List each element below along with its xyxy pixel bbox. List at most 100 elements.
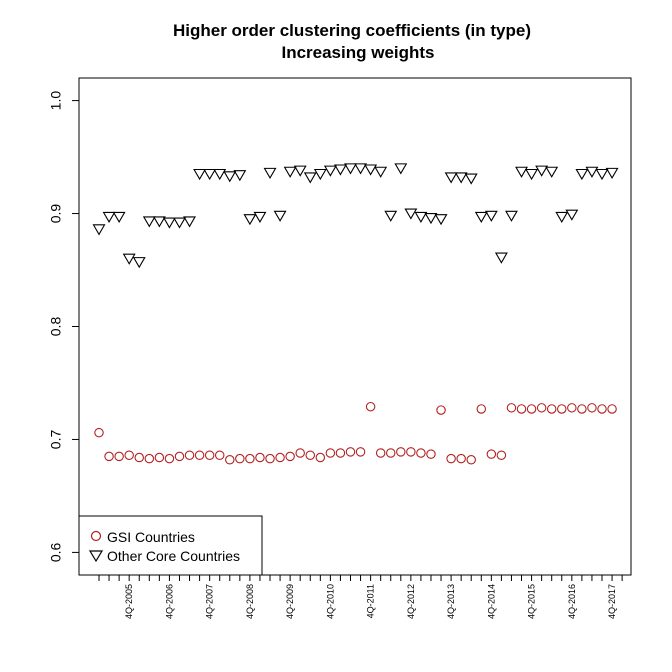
core-point bbox=[565, 209, 579, 221]
core-point bbox=[263, 167, 277, 179]
core-point bbox=[122, 253, 136, 265]
core-point bbox=[404, 208, 418, 220]
core-point bbox=[444, 172, 458, 184]
gsi-point bbox=[536, 403, 547, 413]
core-point bbox=[354, 163, 368, 175]
core-point bbox=[535, 165, 549, 177]
core-point bbox=[253, 211, 267, 224]
gsi-point bbox=[456, 453, 466, 464]
data-points bbox=[92, 163, 619, 465]
gsi-point bbox=[245, 453, 255, 464]
gsi-point bbox=[375, 448, 386, 458]
legend-marker-core bbox=[88, 550, 104, 563]
gsi-point bbox=[285, 451, 295, 462]
gsi-point bbox=[114, 451, 124, 462]
gsi-point bbox=[204, 450, 215, 461]
gsi-point bbox=[315, 452, 326, 463]
core-point bbox=[545, 166, 559, 178]
gsi-point bbox=[164, 453, 175, 464]
y-tick-label: 0.8 bbox=[48, 317, 64, 337]
gsi-point bbox=[567, 403, 577, 413]
core-point bbox=[595, 168, 609, 181]
core-point bbox=[494, 252, 508, 264]
core-point bbox=[414, 211, 428, 224]
gsi-point bbox=[496, 450, 507, 461]
core-point bbox=[193, 168, 207, 181]
gsi-point bbox=[295, 448, 305, 458]
core-point bbox=[313, 168, 327, 181]
chart-title: Higher order clustering coefficients (in… bbox=[173, 21, 531, 40]
core-point bbox=[424, 213, 438, 225]
core-point bbox=[152, 216, 166, 228]
core-point bbox=[223, 171, 237, 183]
gsi-point bbox=[235, 453, 245, 464]
y-tick-label: 0.9 bbox=[48, 204, 64, 224]
core-point bbox=[283, 166, 297, 178]
x-tick-label: 4Q-2013 bbox=[446, 584, 456, 619]
legend-box bbox=[78, 515, 263, 576]
gsi-point bbox=[526, 404, 537, 414]
x-tick-label: 4Q-2008 bbox=[245, 584, 255, 619]
gsi-point bbox=[466, 455, 476, 465]
plot-frame bbox=[78, 77, 632, 576]
core-point bbox=[162, 217, 176, 229]
gsi-point bbox=[385, 448, 396, 458]
core-point bbox=[585, 166, 599, 178]
gsi-point bbox=[396, 447, 406, 457]
y-tick-label: 0.7 bbox=[48, 430, 64, 450]
y-tick-label: 0.6 bbox=[48, 542, 64, 562]
gsi-point bbox=[546, 404, 557, 414]
gsi-point bbox=[557, 404, 567, 414]
gsi-point bbox=[305, 450, 316, 461]
gsi-point bbox=[486, 449, 497, 459]
gsi-point bbox=[154, 452, 165, 463]
core-point bbox=[303, 172, 317, 184]
gsi-point bbox=[335, 448, 346, 458]
gsi-point bbox=[506, 403, 517, 413]
gsi-point bbox=[225, 455, 235, 465]
legend-label-core: Other Core Countries bbox=[107, 548, 240, 564]
x-tick-label: 4Q-2016 bbox=[567, 584, 577, 619]
x-tick-label: 4Q-2007 bbox=[205, 584, 215, 619]
gsi-point bbox=[325, 448, 336, 458]
x-tick-label: 4Q-2010 bbox=[325, 584, 335, 619]
gsi-point bbox=[255, 452, 265, 463]
x-axis: 4Q-2005 4Q-2006 4Q-2007 4Q-2008 4Q-2009 4Q-20… bbox=[98, 575, 623, 619]
core-point bbox=[575, 168, 589, 181]
core-point bbox=[183, 216, 196, 228]
gsi-point bbox=[406, 447, 416, 457]
gsi-point bbox=[516, 404, 527, 414]
core-point bbox=[132, 257, 146, 269]
gsi-point bbox=[144, 453, 155, 464]
gsi-point bbox=[104, 451, 114, 462]
gsi-point bbox=[426, 449, 436, 459]
x-tick-label: 4Q-2011 bbox=[366, 584, 376, 618]
gsi-point bbox=[214, 450, 225, 461]
core-point bbox=[333, 164, 347, 176]
chart-subtitle: Increasing weights bbox=[281, 43, 434, 62]
gsi-point bbox=[94, 427, 104, 438]
core-point bbox=[364, 164, 378, 176]
core-point bbox=[384, 210, 398, 222]
core-point bbox=[112, 211, 126, 224]
core-point bbox=[323, 165, 337, 177]
core-point bbox=[344, 163, 357, 175]
core-point bbox=[525, 168, 539, 181]
core-point bbox=[203, 168, 217, 181]
x-tick-label: 4Q-2009 bbox=[285, 584, 295, 619]
gsi-point bbox=[355, 447, 366, 457]
gsi-point bbox=[345, 447, 356, 457]
x-tick-label: 4Q-2015 bbox=[527, 584, 537, 619]
core-point bbox=[474, 211, 488, 224]
core-point bbox=[243, 214, 257, 226]
core-point bbox=[394, 163, 408, 175]
gsi-point bbox=[365, 401, 376, 412]
gsi-point bbox=[577, 404, 587, 414]
gsi-point bbox=[174, 451, 185, 462]
core-point bbox=[142, 216, 156, 228]
core-point bbox=[505, 210, 518, 222]
x-tick-label: 4Q-2017 bbox=[607, 584, 617, 619]
gsi-point bbox=[124, 450, 134, 461]
gsi-point bbox=[134, 452, 144, 463]
gsi-point bbox=[597, 404, 607, 414]
